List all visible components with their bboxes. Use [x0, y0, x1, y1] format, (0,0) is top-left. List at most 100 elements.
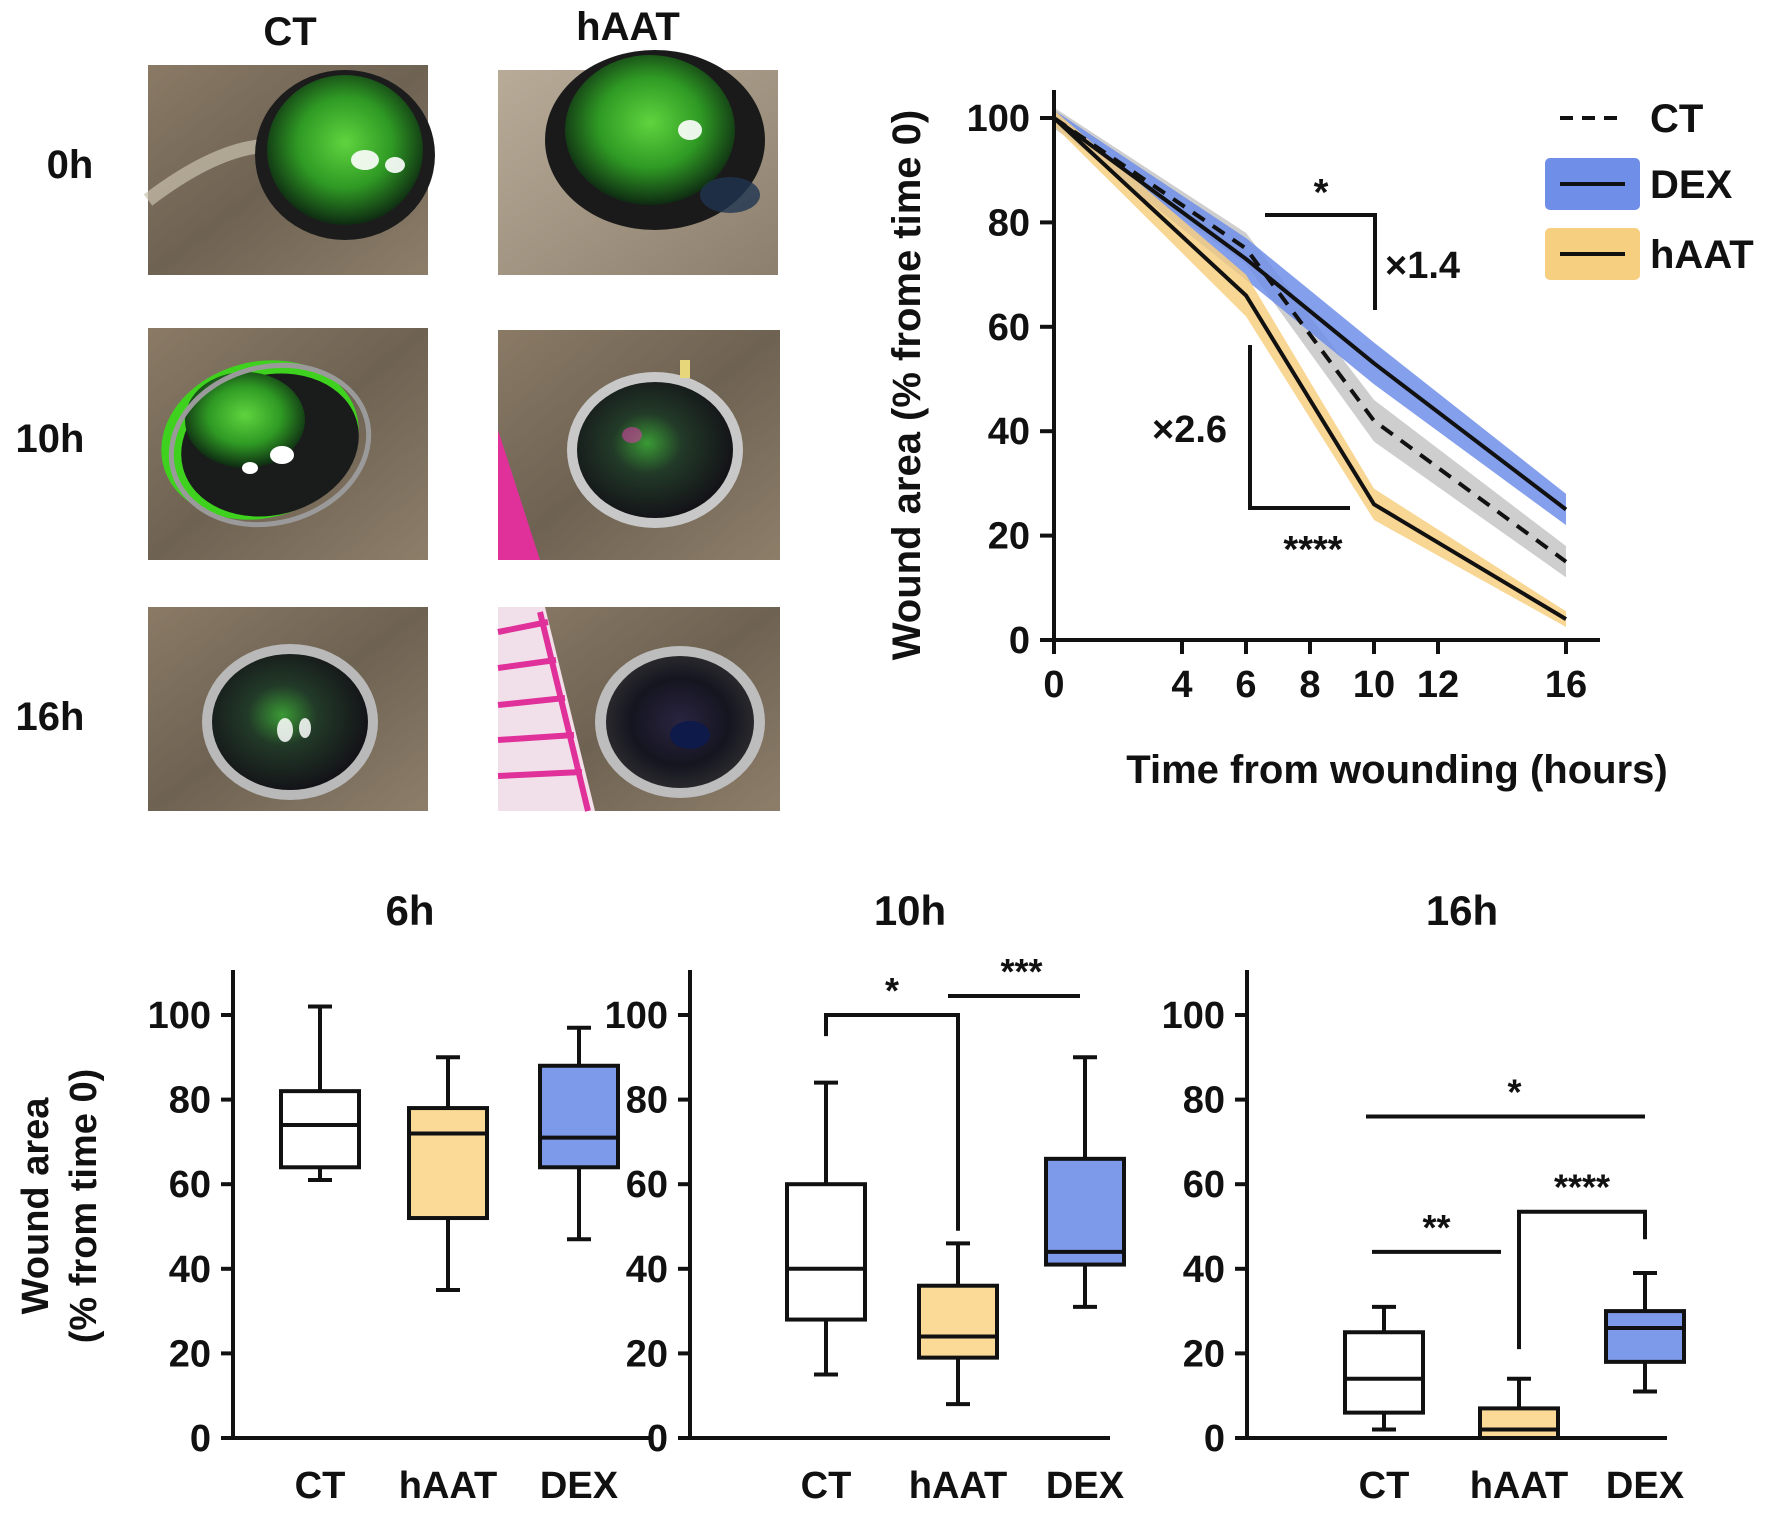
box-haat — [1478, 1376, 1560, 1441]
legend-item-dex: DEX — [1545, 158, 1733, 210]
box-iqr-dex — [1044, 1156, 1126, 1267]
band-haat — [1054, 110, 1566, 627]
box-iqr-haat — [1478, 1406, 1560, 1441]
line-chart-xtick-label: 6 — [1235, 664, 1256, 706]
photo-row-label-0h: 0h — [47, 143, 94, 187]
photo-col-label-ct: CT — [263, 10, 316, 54]
legend-item-ct: CT — [1560, 97, 1703, 141]
photo-haat-0h — [498, 50, 778, 275]
band-ct — [1054, 107, 1566, 578]
box-ytick-label: 60 — [169, 1164, 211, 1206]
line-chart-ytick-label: 40 — [988, 411, 1030, 453]
box-ytick-label: 0 — [1204, 1418, 1225, 1460]
box-ct — [1343, 1304, 1425, 1432]
box-ytick-label: 80 — [626, 1080, 668, 1122]
box-ytick-label: 60 — [1183, 1164, 1225, 1206]
box-ytick-label: 40 — [169, 1249, 211, 1291]
box-category-label-dex: DEX — [540, 1465, 619, 1507]
box-iqr-dex — [538, 1063, 620, 1170]
line-chart-bracket-dex — [1265, 213, 1377, 310]
line-chart-y-label: Wound area (% frome time 0) — [885, 110, 929, 660]
box-chart-y-label: Wound area (% from time 0) — [15, 1069, 105, 1343]
legend-item-haat: hAAT — [1545, 228, 1754, 280]
photo-haat-10h — [498, 330, 780, 560]
line-chart-sig-haat: **** — [1283, 529, 1342, 571]
sig-label: *** — [1000, 951, 1042, 992]
box-ytick-label: 20 — [1183, 1333, 1225, 1375]
legend-label-haat: hAAT — [1650, 233, 1754, 277]
box-ytick-label: 40 — [1183, 1249, 1225, 1291]
line-chart-xtick-label: 12 — [1417, 664, 1459, 706]
photo-row-label-16h: 16h — [16, 695, 85, 739]
box-ytick-label: 0 — [647, 1418, 668, 1460]
line-chart-xtick-label: 4 — [1171, 664, 1192, 706]
box-haat — [407, 1055, 489, 1292]
series-line-haat — [1052, 116, 1568, 621]
box-iqr-ct — [279, 1089, 361, 1170]
box-category-label-dex: DEX — [1046, 1465, 1125, 1507]
box-iqr-ct — [785, 1182, 867, 1322]
photo-col-label-haat: hAAT — [576, 5, 680, 49]
box-iqr-haat — [407, 1106, 489, 1221]
box-chart-y-label-line2: (% from time 0) — [63, 1069, 105, 1343]
box-chart-6h-title: 6h — [385, 887, 434, 934]
sig-label: **** — [1554, 1167, 1610, 1208]
box-ytick-label: 20 — [626, 1333, 668, 1375]
box-chart-6h: 0 20 40 60 80 100 CT hAAT DEX — [148, 970, 653, 1507]
box-ytick-label: 100 — [148, 995, 211, 1037]
line-chart-xtick-label: 16 — [1545, 664, 1587, 706]
series-line-dex — [1052, 116, 1568, 512]
line-chart-ytick-label: 0 — [1009, 620, 1030, 662]
box-chart-16h-title: 16h — [1426, 887, 1498, 934]
line-chart-ytick-label: 100 — [967, 98, 1030, 140]
box-ytick-label: 100 — [1162, 995, 1225, 1037]
box-dex — [1044, 1055, 1126, 1309]
line-chart-ytick-label: 60 — [988, 307, 1030, 349]
box-haat — [917, 1241, 999, 1407]
line-chart-ytick-label: 20 — [988, 516, 1030, 558]
sig-bracket — [1517, 1209, 1647, 1350]
box-category-label-ct: CT — [1359, 1465, 1410, 1507]
sig-label: ** — [1422, 1207, 1450, 1248]
photo-haat-16h — [497, 607, 780, 812]
line-chart-xtick-label: 0 — [1043, 664, 1064, 706]
sig-label: * — [885, 970, 899, 1011]
box-chart-y-label-line1: Wound area — [15, 1097, 57, 1315]
box-ct — [279, 1004, 361, 1182]
line-chart: 0 20 40 60 80 100 0 4 6 8 10 12 16 Time from woundin… — [885, 90, 1754, 792]
box-iqr-haat — [917, 1283, 999, 1360]
box-ytick-label: 100 — [605, 995, 668, 1037]
photo-panel: CT hAAT 0h 10h 16h — [16, 5, 780, 812]
photo-row-label-10h: 10h — [16, 417, 85, 461]
box-ct — [785, 1080, 867, 1377]
box-category-label-haat: hAAT — [399, 1465, 498, 1507]
box-ytick-label: 80 — [169, 1080, 211, 1122]
line-chart-sig-dex: * — [1314, 172, 1329, 214]
line-chart-x-label: Time from wounding (hours) — [1126, 748, 1667, 792]
legend-label-dex: DEX — [1650, 163, 1733, 207]
box-ytick-label: 60 — [626, 1164, 668, 1206]
line-chart-fold-haat: ×2.6 — [1152, 409, 1227, 451]
photo-ct-10h — [148, 328, 428, 560]
photo-ct-0h — [143, 65, 435, 275]
series-line-ct — [1052, 116, 1568, 564]
line-chart-legend: CT DEX hAAT — [1545, 97, 1754, 280]
box-ytick-label: 0 — [190, 1418, 211, 1460]
line-chart-xtick-label: 10 — [1353, 664, 1395, 706]
box-ytick-label: 20 — [169, 1333, 211, 1375]
box-dex — [538, 1025, 620, 1242]
box-iqr-ct — [1343, 1330, 1425, 1415]
box-category-label-ct: CT — [295, 1465, 346, 1507]
box-ytick-label: 80 — [1183, 1080, 1225, 1122]
box-dex — [1604, 1271, 1686, 1394]
box-category-label-haat: hAAT — [909, 1465, 1008, 1507]
box-iqr-dex — [1604, 1309, 1686, 1364]
legend-label-ct: CT — [1650, 97, 1703, 141]
line-chart-ytick-label: 80 — [988, 202, 1030, 244]
box-category-label-haat: hAAT — [1470, 1465, 1569, 1507]
box-category-label-ct: CT — [801, 1465, 852, 1507]
box-ytick-label: 40 — [626, 1249, 668, 1291]
sig-bracket — [824, 1013, 960, 1231]
